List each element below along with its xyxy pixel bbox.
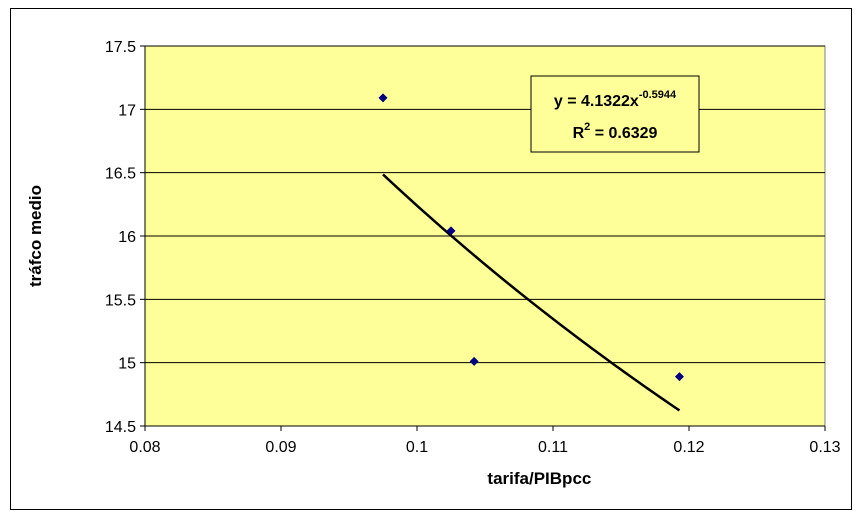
r-squared-exponent: 2 [584,121,590,133]
equation-main: y = 4.1322x [554,93,639,110]
data-point [446,226,456,236]
data-points [378,93,684,382]
y-tick-label: 14.5 [105,419,136,436]
data-point [674,372,684,382]
x-tick-label: 0.08 [129,439,160,456]
equation-box-border [530,75,700,153]
trendline-equation-box: y = 4.1322x-0.5944 R2 = 0.6329 [530,75,700,153]
x-tick-label: 0.1 [406,439,428,456]
y-tick-label: 16 [118,229,136,246]
r-squared-value: = 0.6329 [590,125,657,142]
x-tick-label: 0.13 [809,439,840,456]
r-squared-symbol: R [573,125,585,142]
y-axis-title: tráfco medio [26,185,45,287]
r-squared-text: R2 = 0.6329 [573,121,658,142]
y-tick-label: 16.5 [105,166,136,183]
gridlines [145,45,825,364]
equation-exponent: -0.5944 [639,89,677,101]
x-tick-label: 0.12 [673,439,704,456]
data-point [378,93,388,103]
y-tick-label: 15.5 [105,292,136,309]
y-tick-label: 15 [118,356,136,373]
chart-frame: 14.5 15 15.5 16 16.5 17 17.5 0.08 0.09 0.1 0.11 0.… [10,8,852,510]
y-tick-label: 17.5 [105,39,136,56]
x-axis-title: tarifa/PIBpcc [487,469,591,488]
y-tick-label: 17 [118,102,136,119]
y-axis-ticks: 14.5 15 15.5 16 16.5 17 17.5 [105,39,145,436]
x-tick-label: 0.09 [265,439,296,456]
equation-text: y = 4.1322x-0.5944 [554,89,677,110]
x-tick-label: 0.11 [538,439,568,456]
trendline-group [382,173,681,412]
trendline [382,173,681,412]
x-axis-ticks: 0.08 0.09 0.1 0.11 0.12 0.13 [129,46,841,456]
data-point [469,356,479,366]
